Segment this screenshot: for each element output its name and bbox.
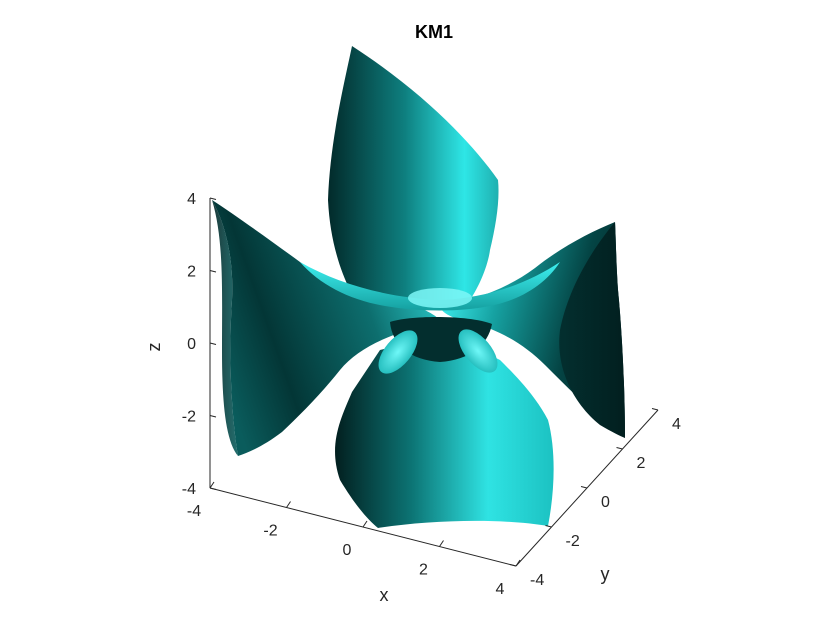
z-tick-label: 4 <box>187 191 196 208</box>
x-tick-mark <box>209 481 215 489</box>
z-tick-label: 0 <box>187 336 196 353</box>
x-tick-label: 0 <box>343 542 352 559</box>
x-ticks: -4 -2 0 2 4 <box>187 481 521 598</box>
y-tick-mark <box>509 564 517 567</box>
y-tick-mark <box>580 486 588 489</box>
surface-plot <box>212 46 625 528</box>
x-tick-label: 2 <box>419 562 428 579</box>
surface-top-lobe <box>328 46 499 302</box>
y-tick-label: 4 <box>672 416 681 433</box>
x-tick-mark <box>515 559 521 567</box>
z-tick-label: -4 <box>182 481 196 498</box>
surface-saddle-band <box>300 262 560 311</box>
z-tick-mark <box>209 487 217 490</box>
surface-bottom-lobe <box>335 344 554 528</box>
z-tick-mark <box>209 197 217 200</box>
x-tick-mark <box>439 540 444 547</box>
surface-left-lobe <box>212 200 440 456</box>
surface-neck <box>408 288 472 308</box>
y-tick-label: -4 <box>530 572 544 589</box>
z-tick-mark <box>209 342 217 345</box>
z-ticks: -4 -2 0 2 4 <box>182 191 217 498</box>
x-axis-label: x <box>380 585 389 605</box>
z-tick-label: 2 <box>187 264 196 281</box>
surface-right-inner <box>559 222 625 438</box>
z-tick-mark <box>209 415 217 418</box>
surface-hole-right <box>458 329 498 373</box>
x-tick-label: -4 <box>187 503 201 520</box>
y-tick-mark <box>545 525 552 528</box>
y-tick-label: 2 <box>637 455 646 472</box>
y-tick-mark <box>651 408 659 411</box>
x-tick-label: 4 <box>496 581 505 598</box>
y-ticks: -4 -2 0 2 4 <box>509 408 681 589</box>
chart-title: KM1 <box>415 22 453 42</box>
x-tick-mark <box>286 501 291 508</box>
y-axis-label: y <box>601 564 610 584</box>
y-tick-label: -2 <box>566 533 580 550</box>
x-tick-label: -2 <box>263 523 277 540</box>
z-tick-mark <box>209 270 217 273</box>
y-tick-mark <box>616 447 623 450</box>
y-tick-label: 0 <box>601 494 610 511</box>
z-tick-label: -2 <box>182 409 196 426</box>
surface-hole-left <box>378 330 418 374</box>
x-tick-mark <box>362 520 368 528</box>
z-axis-label: z <box>144 343 164 352</box>
surface-left-inner <box>212 200 238 456</box>
